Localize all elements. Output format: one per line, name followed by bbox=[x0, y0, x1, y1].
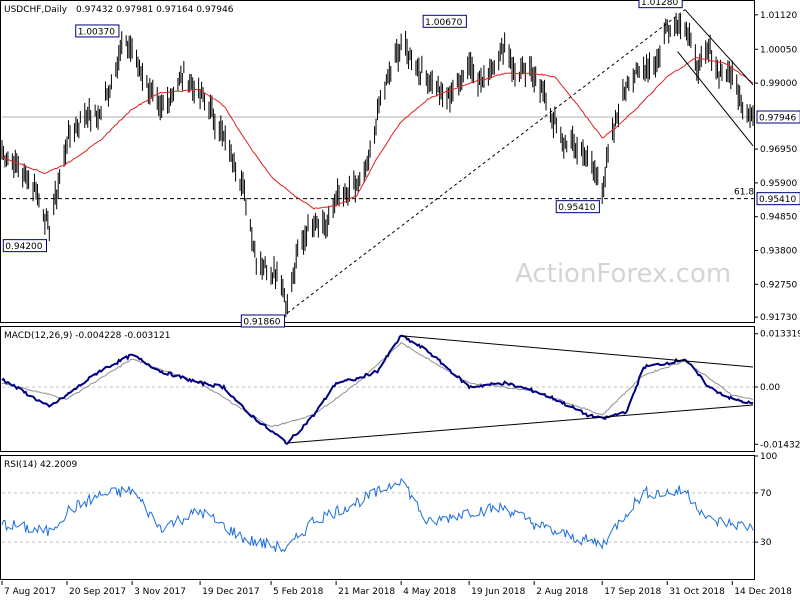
macd-panel-frame bbox=[0, 326, 755, 452]
rsi-title: RSI(14) 42.2009 bbox=[4, 460, 77, 470]
watermark: ActionForex.com bbox=[515, 259, 731, 289]
rsi-panel-frame bbox=[0, 455, 755, 580]
x-axis-label: 19 Jun 2018 bbox=[471, 587, 525, 597]
price-header-symbol: USDCHF,Daily bbox=[4, 5, 68, 15]
price-header-ohlc: 0.97432 0.97981 0.97164 0.97946 bbox=[76, 5, 234, 15]
price-value-label: 0.95410 bbox=[558, 203, 595, 213]
x-axis-label: 21 Mar 2018 bbox=[338, 587, 395, 597]
x-axis-label: 20 Sep 2017 bbox=[69, 587, 126, 597]
price-value-label-box bbox=[555, 200, 600, 214]
x-axis-label: 4 May 2018 bbox=[403, 587, 456, 597]
x-axis-label: 7 Aug 2017 bbox=[4, 587, 56, 597]
x-axis-label: 2 Aug 2018 bbox=[536, 587, 588, 597]
price-trendline bbox=[684, 9, 754, 86]
price-value-label: 1.00370 bbox=[78, 27, 115, 37]
x-axis-label: 5 Feb 2018 bbox=[273, 587, 324, 597]
price-trendline bbox=[287, 9, 686, 314]
price-panel-frame bbox=[0, 0, 755, 323]
x-axis-label: 19 Dec 2017 bbox=[202, 587, 260, 597]
price-tick-label: 0.95900 bbox=[760, 179, 797, 189]
price-tick-label: 0.93800 bbox=[760, 247, 797, 257]
rsi-line bbox=[1, 477, 754, 553]
price-tick-label: 0.92750 bbox=[760, 280, 797, 290]
price-labels-layer: 1.00370 0.94200 0.91860 1.00670 0.95410 1.012… bbox=[2, 0, 800, 328]
fib-level-label: 61.8 bbox=[734, 188, 754, 198]
fib-price-tag-box bbox=[756, 192, 800, 206]
price-value-label-box bbox=[240, 314, 286, 328]
price-tick-label: 1.01120 bbox=[760, 11, 797, 21]
sma-line bbox=[1, 57, 754, 210]
macd-signal-line bbox=[1, 341, 754, 428]
price-tick-label: 0.94850 bbox=[760, 213, 797, 223]
price-value-label-box bbox=[638, 0, 683, 9]
rsi-tick-label: 30 bbox=[760, 538, 772, 548]
price-layer bbox=[1, 9, 754, 318]
price-tick-label: 0.91730 bbox=[760, 313, 797, 323]
x-axis-label: 17 Sep 2018 bbox=[604, 587, 661, 597]
price-value-label: 1.00670 bbox=[425, 18, 462, 28]
price-value-label-box bbox=[75, 24, 120, 38]
x-axis-label: 31 Oct 2018 bbox=[669, 587, 725, 597]
x-axis-label: 14 Dec 2018 bbox=[734, 587, 792, 597]
macd-tick-label: -0.014323 bbox=[760, 440, 800, 450]
price-tick-label: 0.99000 bbox=[760, 79, 797, 89]
price-tick-label: 0.96950 bbox=[760, 145, 797, 155]
grid-layer: 61.8 bbox=[2, 116, 754, 543]
fib-price-tag: 0.95410 bbox=[759, 195, 796, 205]
macd-trendline bbox=[287, 404, 754, 444]
current-price-tag-box bbox=[756, 110, 800, 124]
rsi-tick-label: 100 bbox=[760, 452, 777, 462]
rsi-tick-label: 70 bbox=[760, 489, 772, 499]
current-price-tag: 0.97946 bbox=[759, 114, 796, 124]
price-value-label: 0.91860 bbox=[243, 317, 280, 327]
axes-layer: 7 Aug 2017 20 Sep 2017 3 Nov 2017 19 Dec 20… bbox=[1, 11, 800, 597]
macd-tick-label: 0.00 bbox=[760, 383, 780, 393]
macd-tick-label: 0.013319 bbox=[760, 330, 800, 340]
price-value-label-box bbox=[422, 14, 467, 28]
x-axis-label: 3 Nov 2017 bbox=[134, 587, 186, 597]
macd-title: MACD(12,26,9) -0.004228 -0.003121 bbox=[4, 331, 170, 341]
price-value-label-box bbox=[2, 239, 48, 253]
macd-trendline bbox=[401, 335, 754, 368]
price-tick-label: 1.00050 bbox=[760, 45, 797, 55]
price-value-label: 0.94200 bbox=[5, 242, 42, 252]
price-trendline bbox=[677, 51, 754, 147]
rsi-layer bbox=[1, 477, 754, 553]
macd-line bbox=[1, 334, 754, 445]
price-value-label: 1.01280 bbox=[641, 0, 678, 8]
macd-layer bbox=[1, 334, 754, 445]
